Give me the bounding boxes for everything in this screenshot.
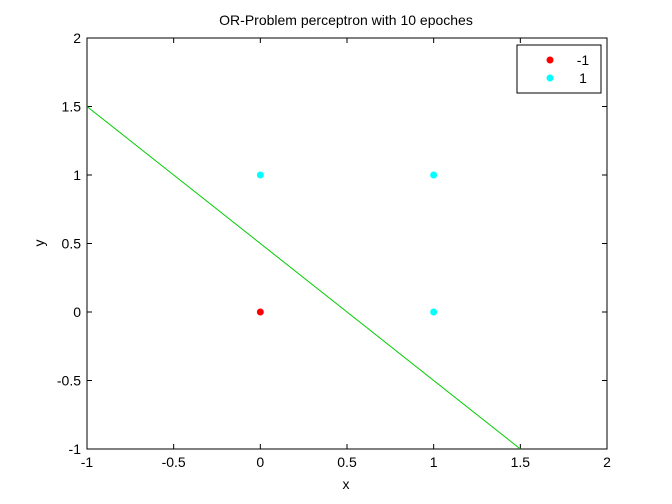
- data-points-layer: [256, 171, 438, 316]
- y-tick-label: 1: [73, 167, 81, 183]
- legend-entry-label: 1: [579, 70, 587, 86]
- legend: -11: [516, 44, 602, 94]
- x-axis-label: x: [343, 476, 350, 492]
- y-tick-label: 1.5: [62, 99, 82, 115]
- data-point: [256, 171, 264, 179]
- x-tick-label: 0: [256, 454, 264, 470]
- y-axis: -1 -0.5 0 0.5 1 1.5 2: [57, 30, 607, 457]
- data-point: [430, 308, 438, 316]
- y-tick-label: 0: [73, 304, 81, 320]
- y-tick-label: 0.5: [62, 236, 82, 252]
- legend-marker: [546, 56, 554, 64]
- y-tick-label: 2: [73, 30, 81, 46]
- chart-title: OR-Problem perceptron with 10 epoches: [219, 12, 473, 28]
- legend-entry-label: -1: [577, 52, 590, 68]
- decision-boundary-layer: [86, 106, 521, 450]
- x-tick-label: -0.5: [162, 454, 186, 470]
- x-tick-label: 2: [603, 454, 611, 470]
- y-tick-label: -0.5: [57, 373, 81, 389]
- data-point: [430, 171, 438, 179]
- y-tick-label: -1: [69, 441, 82, 457]
- x-axis: -1 -0.5 0 0.5 1 1.5 2: [81, 38, 611, 470]
- x-tick-label: 1: [430, 454, 438, 470]
- legend-marker: [546, 74, 554, 82]
- x-tick-label: 0.5: [337, 454, 357, 470]
- plot-area: [86, 37, 608, 450]
- y-axis-label: y: [31, 240, 47, 247]
- x-tick-label: 1.5: [511, 454, 531, 470]
- data-point: [256, 308, 264, 316]
- x-tick-label: -1: [81, 454, 94, 470]
- legend-box: [516, 44, 602, 94]
- decision-boundary-line: [86, 106, 521, 450]
